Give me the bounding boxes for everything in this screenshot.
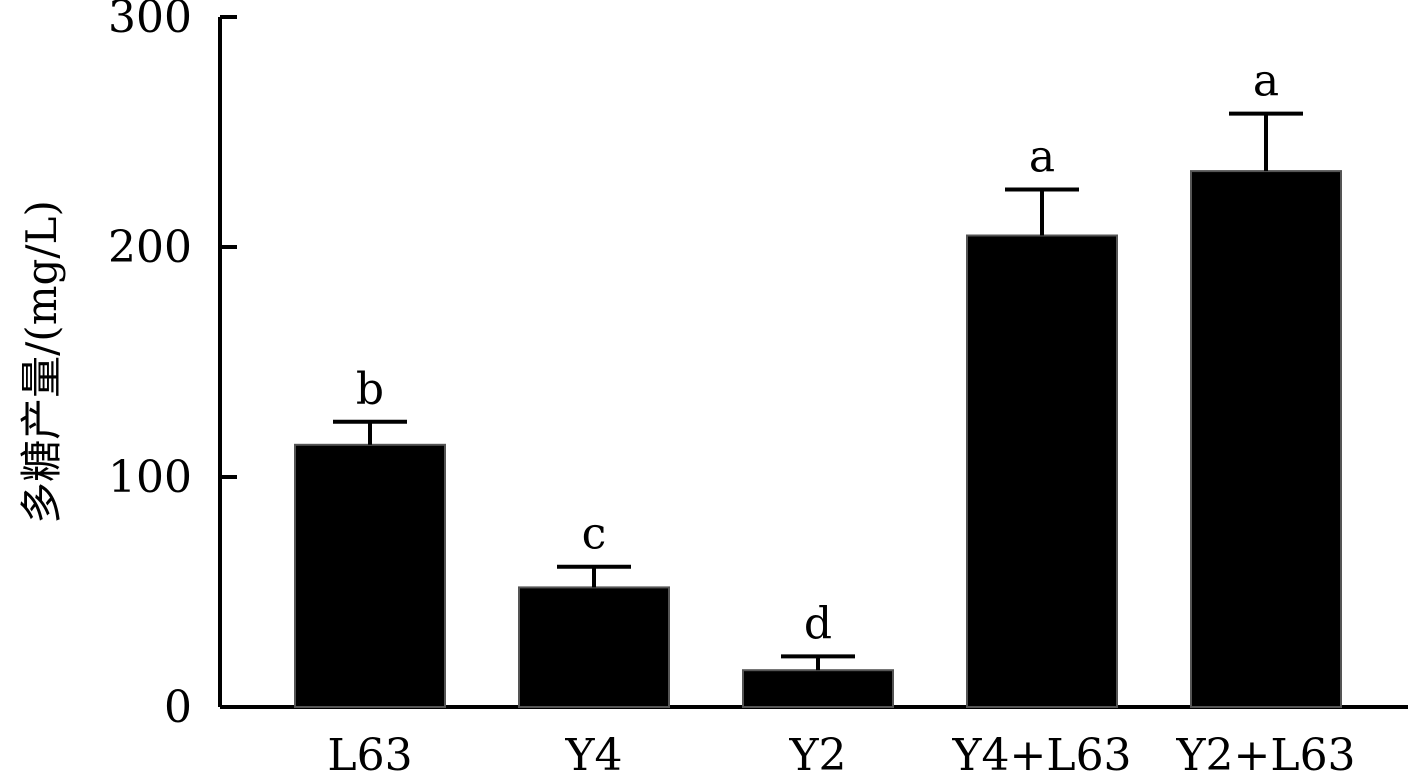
x-tick-label: Y2 — [788, 730, 846, 775]
bar — [518, 586, 670, 709]
x-tick-label: Y2+L63 — [1175, 730, 1355, 775]
y-tick-label: 100 — [108, 452, 192, 503]
y-tick-label: 200 — [108, 222, 192, 273]
significance-label: a — [1029, 132, 1055, 183]
y-tick-label: 300 — [108, 0, 192, 43]
significance-label: a — [1253, 56, 1279, 107]
y-axis-title: 多糖产量/(mg/L) — [17, 200, 66, 524]
bar — [966, 234, 1118, 708]
significance-label: b — [356, 364, 384, 415]
x-tick-label: Y4+L63 — [951, 730, 1131, 775]
bars: b c d a a — [294, 56, 1342, 709]
y-axis: 0 100 200 300 — [108, 0, 237, 733]
significance-label: d — [804, 598, 832, 649]
bar — [294, 443, 446, 708]
significance-label: c — [582, 509, 607, 560]
bar — [742, 669, 894, 709]
y-tick-label: 0 — [164, 682, 192, 733]
bar — [1190, 170, 1342, 709]
category-labels: L63 Y4 Y2 Y4+L63 Y2+L63 — [327, 730, 1355, 775]
x-tick-label: Y4 — [564, 730, 622, 775]
x-tick-label: L63 — [327, 730, 412, 775]
